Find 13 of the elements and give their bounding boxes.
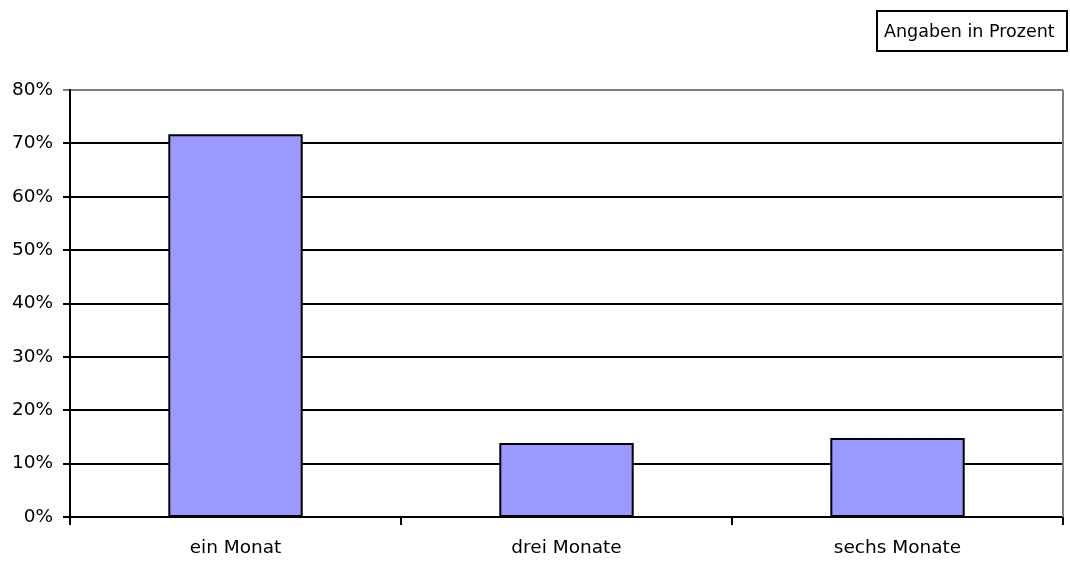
- x-tick-label: drei Monate: [511, 535, 622, 557]
- x-tick-label: sechs Monate: [833, 535, 962, 557]
- y-tick-label: 40%: [11, 291, 53, 313]
- y-tick-label: 20%: [11, 398, 53, 420]
- y-tick-label: 50%: [11, 237, 53, 259]
- y-tick-label: 80%: [11, 77, 53, 99]
- y-tick-label: 60%: [11, 184, 53, 206]
- y-tick-label: 30%: [11, 344, 53, 366]
- x-tick-label: ein Monat: [189, 535, 282, 557]
- text: Angaben in Prozent: [876, 10, 1068, 52]
- y-tick-label: 0%: [23, 504, 53, 526]
- y-tick-label: 70%: [11, 131, 53, 153]
- y-tick-label: 10%: [11, 451, 53, 473]
